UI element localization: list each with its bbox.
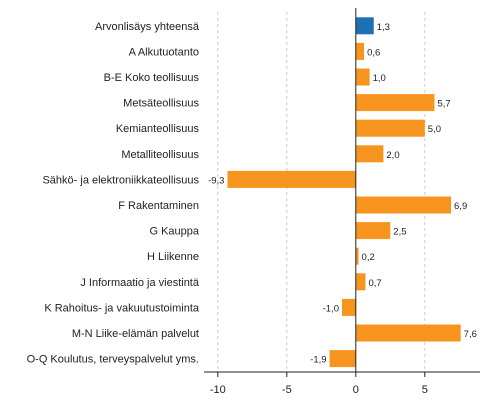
- value-label: 2,0: [386, 150, 399, 161]
- category-label: Kemianteollisuus: [116, 123, 200, 135]
- bar: [227, 170, 356, 188]
- value-label: 0,2: [362, 252, 375, 263]
- value-label: 1,0: [373, 73, 386, 84]
- category-label: K Rahoitus- ja vakuutustoiminta: [44, 302, 200, 314]
- value-label: -1,0: [323, 303, 339, 314]
- bar: [355, 42, 365, 60]
- category-label: O-Q Koulutus, terveyspalvelut yms.: [27, 354, 199, 366]
- value-label: -1,9: [310, 355, 326, 366]
- bar: [342, 298, 356, 316]
- category-label: H Liikenne: [147, 251, 199, 263]
- bar: [329, 350, 356, 368]
- value-label: 2,5: [393, 227, 406, 238]
- bar: [355, 94, 435, 112]
- bar: [355, 68, 370, 86]
- value-labels: 1,3 0,6 1,0 5,7 5,0 2,0 -9,3 6,9 2,5 0,2 0,7 -1,0 7,…: [208, 22, 477, 366]
- bars: [227, 17, 461, 368]
- grid-lines: [217, 12, 426, 372]
- value-label: 6,9: [454, 201, 467, 212]
- value-label: 7,6: [464, 329, 477, 340]
- value-label: 1,3: [377, 22, 390, 33]
- bar: [355, 119, 425, 137]
- category-label: B-E Koko teollisuus: [104, 72, 200, 84]
- x-tick-label: -10: [210, 384, 226, 396]
- value-label: 5,7: [437, 99, 450, 110]
- category-label: Metalliteollisuus: [121, 149, 199, 161]
- bar: [355, 324, 461, 342]
- bar: [355, 273, 366, 291]
- category-label: Sähkö- ja elektroniikkateollisuus: [42, 174, 199, 186]
- category-label: G Kauppa: [149, 226, 199, 238]
- bar: [355, 145, 384, 163]
- x-axis: -10 -5 0 5: [204, 8, 480, 396]
- bar: [355, 247, 359, 265]
- category-label: A Alkutuotanto: [129, 46, 199, 58]
- bar: [355, 17, 374, 35]
- x-tick-label: 0: [353, 384, 359, 396]
- category-label: Arvonlisäys yhteensä: [95, 21, 200, 33]
- category-label: J Informaatio ja viestintä: [80, 277, 199, 289]
- bar: [355, 196, 452, 214]
- value-label: 0,6: [367, 47, 380, 58]
- category-label: M-N Liike-elämän palvelut: [72, 328, 199, 340]
- value-label: 5,0: [428, 124, 441, 135]
- x-tick-label: 5: [422, 384, 428, 396]
- value-label: -9,3: [208, 175, 224, 186]
- value-label: 0,7: [368, 278, 381, 289]
- x-tick-label: -5: [282, 384, 292, 396]
- bar: [355, 222, 391, 240]
- category-label: F Rakentaminen: [118, 200, 199, 212]
- category-labels: Arvonlisäys yhteensä A Alkutuotanto B-E Ko…: [27, 21, 200, 366]
- category-label: Metsäteollisuus: [123, 98, 199, 110]
